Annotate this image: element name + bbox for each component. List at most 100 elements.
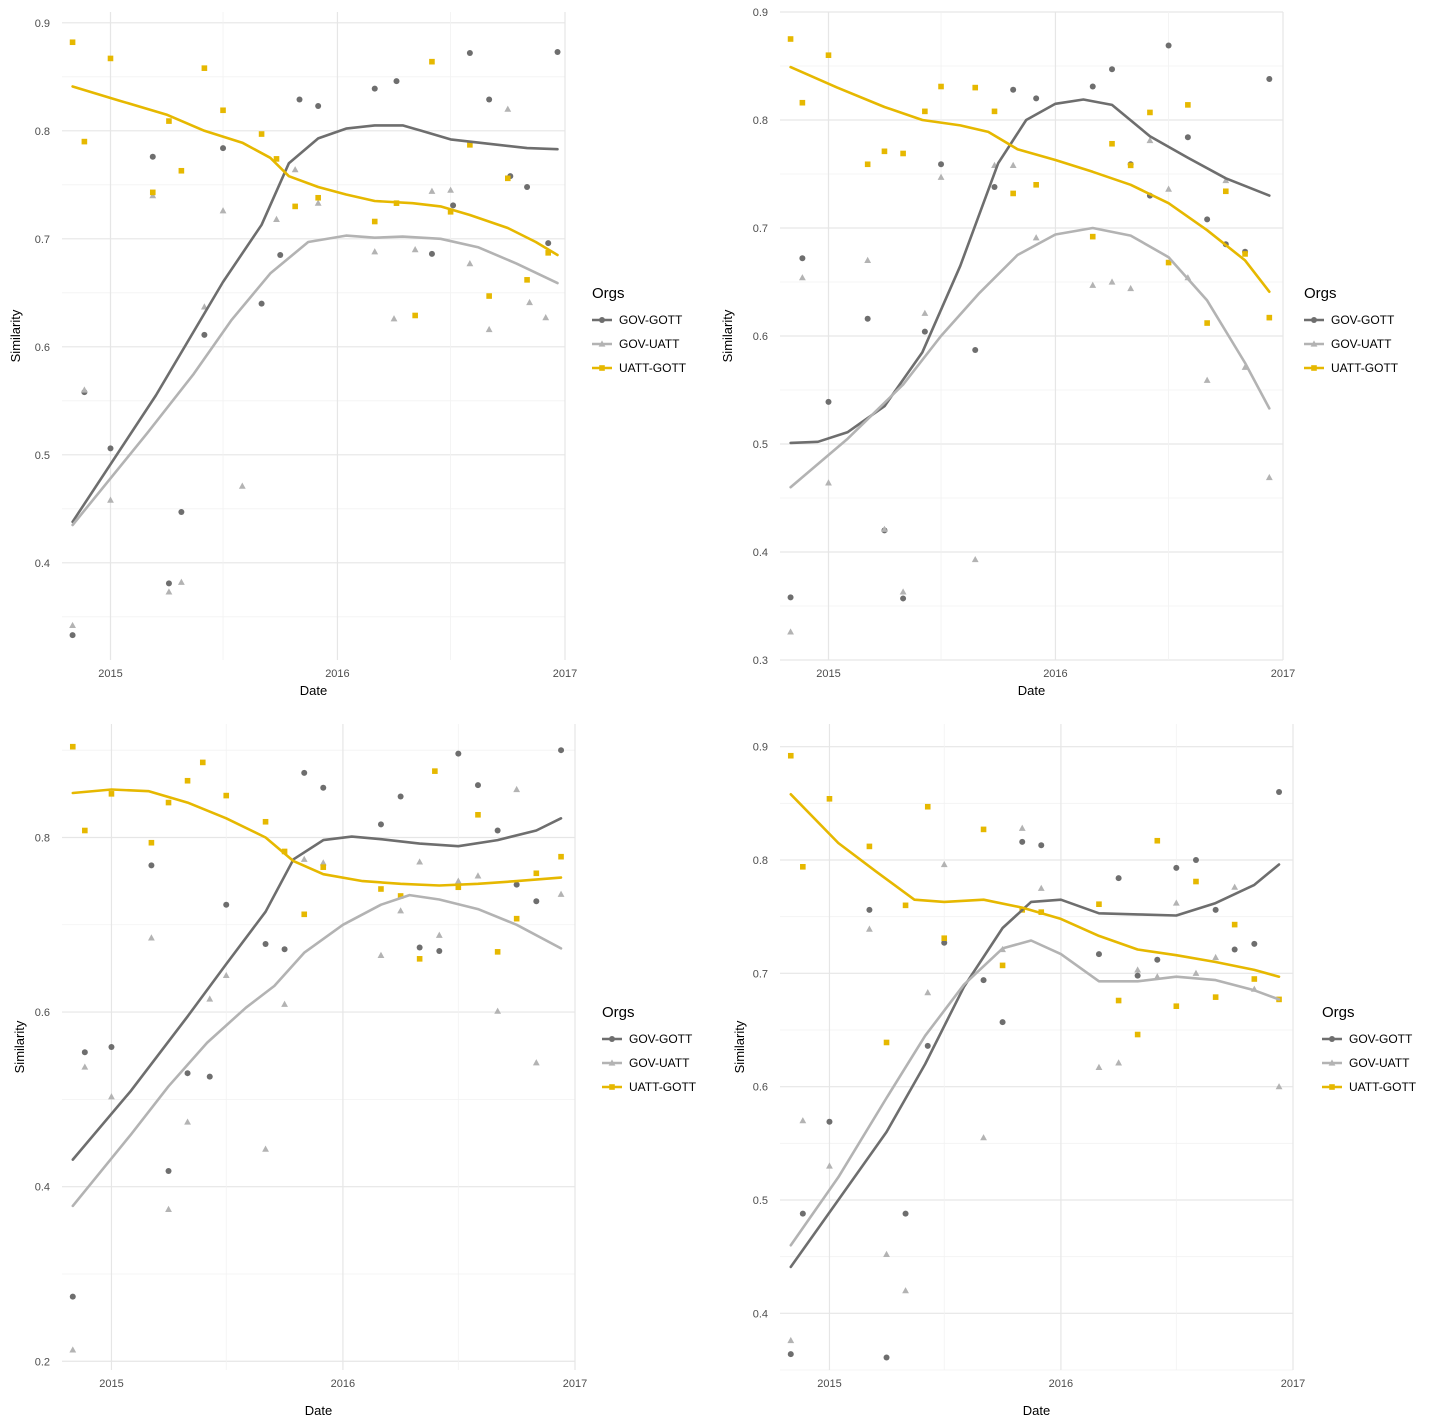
data-point <box>148 934 155 941</box>
legend-label: GOV-UATT <box>619 337 680 351</box>
data-point <box>412 312 418 319</box>
data-point <box>416 858 424 865</box>
data-point <box>184 1118 191 1125</box>
data-point <box>883 1039 890 1046</box>
data-point <box>165 588 173 595</box>
data-point <box>178 167 185 174</box>
data-point <box>513 881 520 888</box>
data-point <box>184 1070 191 1077</box>
data-point <box>940 860 948 868</box>
legend-title: Orgs <box>602 1004 635 1021</box>
data-point <box>281 946 288 953</box>
legend-key-marker <box>1329 1084 1335 1090</box>
x-tick-label: 2016 <box>1049 1378 1073 1390</box>
data-point <box>826 1118 833 1125</box>
data-point <box>1109 66 1116 73</box>
data-point <box>881 148 888 155</box>
legend-label: GOV-GOTT <box>619 313 683 327</box>
y-tick-label: 0.5 <box>35 450 50 462</box>
fit-line-uatt-gott <box>789 65 1271 293</box>
data-point <box>81 1049 88 1056</box>
data-point <box>371 218 378 225</box>
y-tick-label: 0.9 <box>35 18 50 30</box>
data-point <box>1266 75 1273 82</box>
y-tick-label: 0.6 <box>753 1082 768 1094</box>
data-point <box>222 971 230 979</box>
y-axis-title: Similarity <box>12 1020 27 1073</box>
data-point <box>223 901 230 908</box>
data-point <box>165 1205 172 1212</box>
legend-key-marker <box>598 340 606 347</box>
grid <box>780 724 1294 1371</box>
series-points-gov-uatt <box>787 136 1273 635</box>
series-points-gov-gott <box>69 747 565 1300</box>
data-point <box>80 386 88 393</box>
data-point <box>314 199 322 206</box>
data-point <box>799 1117 807 1124</box>
data-point <box>377 821 384 828</box>
y-tick-label: 0.6 <box>753 331 768 343</box>
data-point <box>881 525 888 532</box>
x-tick-label: 2017 <box>1271 668 1295 680</box>
data-point <box>300 855 308 862</box>
data-point <box>1010 86 1017 93</box>
data-point <box>1127 284 1135 292</box>
x-tick-label: 2017 <box>563 1378 587 1390</box>
x-tick-label: 2016 <box>331 1378 355 1390</box>
y-tick-label: 0.8 <box>35 126 50 138</box>
data-point <box>883 1354 890 1361</box>
legend-key-marker <box>608 1059 616 1066</box>
fit-line-gov-uatt <box>789 939 1281 1247</box>
tick-labels: 0.3 0.4 0.5 0.6 0.7 0.8 0.9 2015 2016 2017 <box>753 7 1296 680</box>
series-points-uatt-gott <box>69 39 552 319</box>
data-point <box>486 293 492 299</box>
data-point <box>1033 182 1039 188</box>
data-point <box>1095 951 1102 958</box>
data-point <box>220 107 226 114</box>
legend-key-marker <box>609 1084 615 1090</box>
fit-line-gov-gott <box>71 817 563 1161</box>
data-point <box>1231 921 1238 928</box>
data-point <box>201 65 208 71</box>
data-point <box>494 949 501 955</box>
data-point <box>262 940 269 947</box>
data-point <box>273 215 280 222</box>
data-point <box>319 859 327 866</box>
data-point <box>397 907 405 914</box>
series-points-gov-gott <box>787 42 1273 602</box>
data-point <box>1265 473 1273 481</box>
data-point <box>825 398 832 405</box>
data-point <box>378 886 384 892</box>
data-point <box>450 202 457 209</box>
data-point <box>1242 251 1248 257</box>
data-point <box>799 1210 806 1217</box>
chart-svg: 0.4 0.5 0.6 0.7 0.8 0.9 2015 2016 2017 Date Simila… <box>732 724 1417 1418</box>
data-point <box>542 314 550 321</box>
data-point <box>238 482 246 489</box>
data-point <box>545 250 552 256</box>
data-point <box>223 792 230 799</box>
legend-label: GOV-GOTT <box>629 1032 693 1046</box>
data-point <box>428 187 436 194</box>
data-point <box>281 848 288 855</box>
data-point <box>1222 176 1230 184</box>
data-point <box>864 161 871 168</box>
data-point <box>902 1210 909 1217</box>
y-tick-label: 0.6 <box>35 342 50 354</box>
data-point <box>1115 997 1122 1004</box>
y-tick-label: 0.9 <box>753 7 768 19</box>
data-point <box>149 189 156 196</box>
data-point <box>69 1346 77 1353</box>
tick-labels: 0.4 0.5 0.6 0.7 0.8 0.9 2015 2016 2017 <box>753 742 1306 1390</box>
data-point <box>165 1167 172 1174</box>
data-point <box>455 750 462 757</box>
data-point <box>825 52 832 58</box>
data-point <box>924 989 932 996</box>
data-point <box>1276 789 1283 795</box>
fit-line-gov-uatt <box>789 226 1271 489</box>
data-point <box>1033 95 1040 102</box>
y-axis-title: Similarity <box>732 1020 747 1073</box>
data-point <box>999 1019 1006 1026</box>
data-point <box>866 906 873 913</box>
data-point <box>902 1287 909 1294</box>
